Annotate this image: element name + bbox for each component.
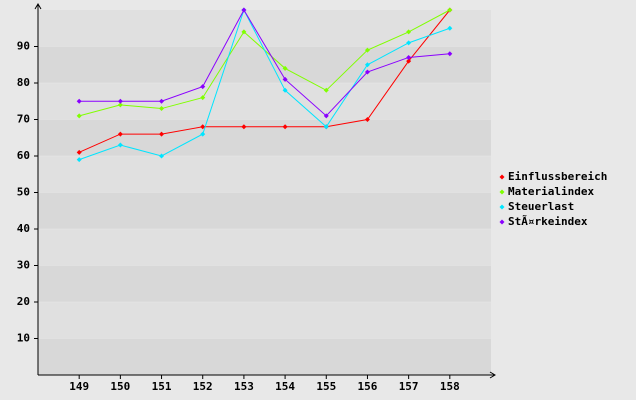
- y-tick-label: 70: [17, 113, 30, 126]
- data-point: [282, 87, 288, 93]
- data-point: [447, 51, 453, 57]
- data-point: [117, 142, 123, 148]
- y-tick-label: 90: [17, 40, 30, 53]
- data-point: [364, 62, 370, 68]
- data-point: [76, 149, 82, 155]
- x-tick-label: 150: [110, 380, 130, 393]
- grid-band: [38, 119, 491, 156]
- data-point: [241, 124, 247, 130]
- legend-label: Materialindex: [508, 185, 594, 198]
- grid-band: [38, 265, 491, 302]
- data-point: [282, 76, 288, 82]
- y-tick-label: 80: [17, 76, 30, 89]
- data-point: [447, 7, 453, 13]
- legend-label: StÃ¤rkeindex: [508, 215, 588, 228]
- x-axis-arrow: [489, 371, 496, 379]
- legend-marker: [499, 219, 505, 225]
- data-point: [282, 124, 288, 130]
- series-line: [79, 8, 450, 161]
- data-point: [159, 98, 165, 104]
- x-tick-label: 156: [358, 380, 378, 393]
- data-point: [76, 98, 82, 104]
- data-point: [406, 54, 412, 60]
- data-point: [159, 106, 165, 112]
- data-point: [241, 29, 247, 35]
- data-point: [364, 117, 370, 122]
- data-point: [117, 98, 123, 104]
- data-point: [200, 131, 206, 137]
- data-point: [117, 102, 123, 108]
- series-line: [78, 9, 451, 153]
- x-tick-label: 155: [316, 380, 336, 393]
- legend-label: Einflussbereich: [508, 170, 607, 183]
- x-tick-label: 157: [399, 380, 419, 393]
- grid-band: [38, 338, 491, 375]
- data-point: [200, 124, 206, 130]
- legend-marker: [499, 174, 505, 180]
- x-tick-label: 151: [152, 380, 172, 393]
- data-point: [117, 131, 123, 137]
- data-point: [159, 153, 165, 159]
- y-tick-label: 60: [17, 149, 30, 162]
- legend-marker: [499, 204, 505, 210]
- data-point: [364, 69, 370, 75]
- data-point: [241, 7, 247, 13]
- x-tick-label: 154: [275, 380, 295, 393]
- data-point: [200, 95, 206, 101]
- data-point: [406, 40, 412, 46]
- data-point: [406, 29, 412, 35]
- data-point: [364, 47, 370, 53]
- data-point: [76, 157, 82, 163]
- data-point: [323, 87, 329, 93]
- data-point: [76, 113, 82, 119]
- x-tick-label: 149: [69, 380, 89, 393]
- x-tick-label: 158: [440, 380, 460, 393]
- grid-band: [38, 46, 491, 83]
- y-tick-label: 40: [17, 222, 30, 235]
- data-point: [323, 124, 329, 130]
- plot-area: [38, 10, 491, 375]
- grid-band: [38, 192, 491, 229]
- legend-label: Steuerlast: [508, 200, 574, 213]
- data-point: [323, 113, 329, 119]
- data-point: [200, 84, 206, 90]
- data-point: [406, 58, 412, 64]
- data-point: [447, 25, 453, 31]
- data-point: [159, 131, 165, 137]
- x-tick-label: 152: [193, 380, 213, 393]
- y-tick-label: 20: [17, 295, 30, 308]
- legend-marker: [499, 189, 505, 195]
- series-line: [79, 8, 450, 117]
- y-axis-arrow: [34, 3, 42, 10]
- y-tick-label: 50: [17, 186, 30, 199]
- x-tick-label: 153: [234, 380, 254, 393]
- y-tick-label: 10: [17, 332, 30, 345]
- data-point: [282, 65, 288, 71]
- y-tick-label: 30: [17, 259, 30, 272]
